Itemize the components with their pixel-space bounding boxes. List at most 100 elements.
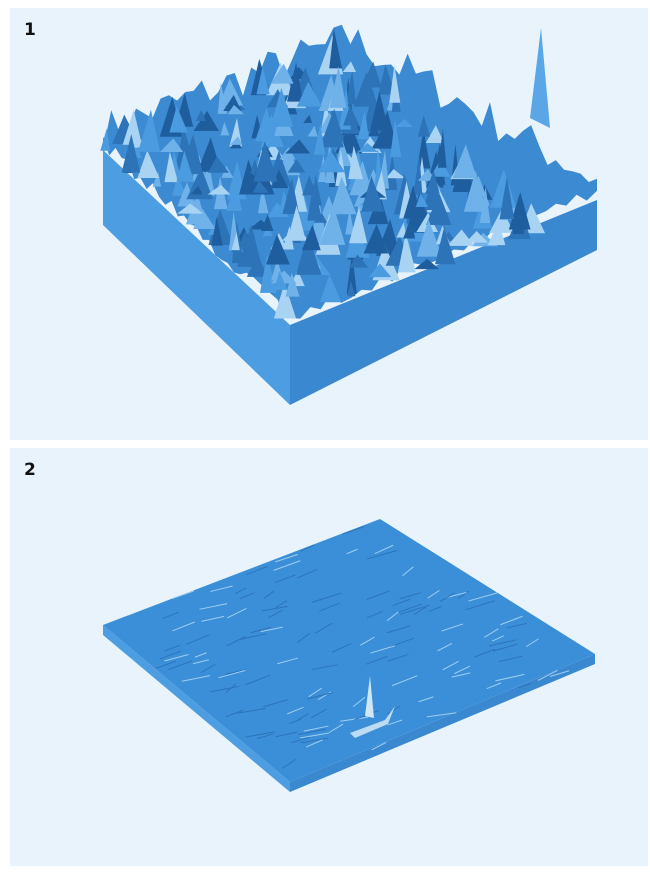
peak [296, 233, 322, 275]
tall-spike [530, 28, 550, 128]
peak [347, 280, 356, 297]
streak [399, 592, 421, 600]
peak [395, 118, 413, 127]
streak [296, 569, 317, 579]
peak [437, 128, 447, 168]
streak [200, 663, 216, 674]
streak [274, 574, 296, 584]
peak [386, 169, 406, 179]
peak [207, 156, 229, 173]
streak [300, 732, 329, 739]
streak [451, 672, 471, 678]
slab-top [103, 519, 595, 782]
peak [254, 107, 276, 142]
streak [261, 605, 288, 612]
peak [357, 110, 370, 140]
streak [486, 682, 502, 690]
peak [368, 263, 392, 278]
streak [275, 731, 298, 738]
peak [417, 129, 431, 169]
streak [484, 628, 499, 638]
streak [238, 633, 267, 641]
streak [297, 713, 309, 721]
peak [346, 251, 357, 294]
streak [155, 660, 177, 669]
peak [414, 258, 440, 270]
peak [430, 159, 451, 177]
streak [311, 708, 327, 719]
streak [454, 665, 471, 675]
peak [435, 227, 456, 265]
peak [390, 119, 402, 158]
streak [225, 669, 246, 675]
streak [331, 643, 352, 653]
streak [387, 653, 409, 662]
peak [260, 214, 274, 232]
streak [429, 605, 442, 612]
peak [100, 128, 111, 151]
peak [282, 177, 300, 215]
streak [367, 550, 398, 560]
peak [415, 193, 428, 208]
peak [207, 184, 231, 195]
streak [549, 670, 570, 677]
streak [291, 736, 310, 744]
peak [137, 150, 160, 179]
streak [387, 625, 410, 634]
rough-top [100, 24, 597, 319]
peak [287, 159, 306, 173]
streak [374, 544, 394, 555]
streak [366, 655, 388, 665]
streak [268, 609, 284, 619]
streak [311, 664, 338, 670]
peak [417, 115, 431, 137]
peak [193, 208, 216, 230]
streak [492, 643, 518, 652]
streak [500, 615, 523, 626]
block-left-face [103, 150, 290, 405]
peak [348, 254, 369, 268]
streak [277, 657, 299, 665]
streak [387, 719, 403, 726]
streak [387, 705, 401, 715]
peak [307, 125, 318, 137]
streak [237, 707, 266, 714]
streak [226, 635, 247, 647]
peak [487, 221, 506, 246]
peak [343, 105, 360, 126]
streak [457, 590, 469, 600]
peak [137, 109, 161, 152]
peak [220, 121, 230, 136]
streak [256, 733, 274, 740]
streak [297, 728, 327, 736]
streak [171, 590, 195, 600]
peak [329, 176, 357, 215]
peak [318, 206, 346, 245]
peak [344, 71, 357, 105]
peak [287, 62, 303, 102]
streak [159, 650, 181, 660]
peak [361, 175, 385, 212]
streak [263, 699, 289, 708]
streak [311, 592, 342, 603]
streak [342, 526, 364, 535]
streak [492, 635, 504, 642]
peak [329, 66, 347, 108]
peak [288, 205, 306, 238]
streak [445, 592, 467, 599]
streak [442, 660, 459, 671]
streak [168, 660, 193, 671]
peak [345, 209, 355, 235]
peak [266, 234, 290, 265]
peak [321, 108, 345, 142]
peak [389, 64, 401, 103]
peak [271, 169, 289, 189]
streak [525, 638, 539, 648]
streak [392, 675, 418, 687]
peak [302, 175, 317, 196]
streak [402, 566, 414, 577]
ridge [350, 706, 395, 738]
peak [463, 170, 487, 212]
panel: 2 [10, 448, 648, 866]
